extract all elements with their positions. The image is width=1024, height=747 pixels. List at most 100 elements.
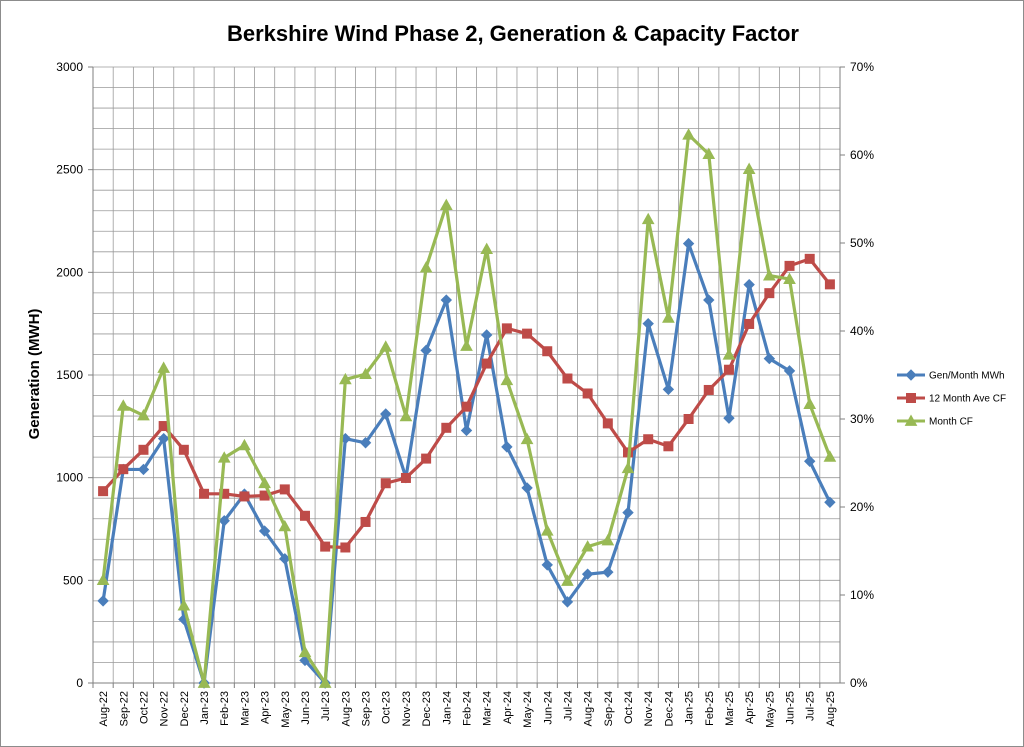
x-tick-label: Jul-24 xyxy=(562,691,574,721)
data-point xyxy=(522,328,533,339)
data-point xyxy=(783,272,796,284)
data-point xyxy=(622,506,634,519)
x-tick-label: Jun-23 xyxy=(300,691,312,725)
legend-label: Month CF xyxy=(929,417,973,428)
x-tick-label: Sep-24 xyxy=(603,691,615,726)
data-point xyxy=(340,542,351,553)
data-point xyxy=(743,278,755,291)
data-point xyxy=(521,482,533,494)
x-tick-label: Feb-25 xyxy=(704,691,716,726)
data-point xyxy=(116,399,130,411)
data-point xyxy=(601,533,615,546)
data-point xyxy=(703,294,715,306)
data-point xyxy=(581,540,594,552)
y-axis-ticks: 0 500 1000 1500 2000 2500 3000 xyxy=(56,60,93,690)
data-point xyxy=(824,496,836,509)
data-point xyxy=(421,453,432,464)
data-point xyxy=(339,372,352,385)
data-point xyxy=(419,261,433,273)
data-point xyxy=(520,432,534,445)
data-point xyxy=(541,559,553,571)
legend-item: 12 Month Ave CF xyxy=(897,393,1006,405)
data-point xyxy=(542,346,553,357)
x-tick-label: Aug-24 xyxy=(583,691,595,726)
y2-axis-ticks: 0% 10% 20% 30% 40% 50% 60% 70% xyxy=(840,60,874,690)
x-tick-label: Feb-23 xyxy=(219,691,231,726)
x-tick-label: Dec-23 xyxy=(421,691,433,726)
x-tick-label: May-23 xyxy=(280,691,292,728)
y-tick-label: 1000 xyxy=(56,471,83,485)
x-tick-label: Jan-23 xyxy=(199,691,211,725)
data-point xyxy=(157,432,170,445)
data-point xyxy=(460,424,473,437)
x-tick-label: Jun-24 xyxy=(542,691,554,725)
data-point xyxy=(722,348,736,360)
data-point xyxy=(906,393,916,403)
data-point xyxy=(702,147,716,160)
x-tick-label: Aug-23 xyxy=(340,691,352,726)
data-point xyxy=(420,344,432,357)
data-point xyxy=(763,352,776,365)
data-point xyxy=(217,451,231,463)
x-tick-label: Jun-25 xyxy=(785,691,797,725)
data-point xyxy=(380,408,392,420)
y-tick-label: 2000 xyxy=(56,265,83,279)
data-point xyxy=(703,384,714,395)
data-point xyxy=(764,288,775,299)
x-tick-label: Sep-22 xyxy=(118,691,130,726)
data-point xyxy=(501,441,513,453)
y-axis-label: Generation (MWH) xyxy=(26,309,43,440)
series-line xyxy=(101,241,832,685)
x-tick-label: Oct-23 xyxy=(381,691,393,724)
x-tick-label: Jul-25 xyxy=(805,691,817,721)
data-point xyxy=(380,478,391,489)
data-point xyxy=(97,595,109,607)
x-tick-label: Jan-25 xyxy=(684,691,696,725)
data-point xyxy=(602,566,614,578)
x-tick-label: Mar-23 xyxy=(239,691,251,726)
data-point xyxy=(823,450,837,462)
x-tick-label: Nov-22 xyxy=(159,691,171,726)
data-point xyxy=(177,599,191,611)
data-point xyxy=(744,318,755,329)
data-point xyxy=(460,339,473,351)
data-point xyxy=(318,676,332,688)
data-point xyxy=(320,541,331,552)
x-tick-label: May-25 xyxy=(764,691,776,728)
data-point xyxy=(643,434,654,445)
data-point xyxy=(137,408,150,421)
legend: Gen/Month MWh 12 Month Ave CF Month CF xyxy=(897,369,1006,428)
x-tick-label: Feb-24 xyxy=(462,691,474,726)
x-tick-label: Nov-23 xyxy=(401,691,413,726)
data-point xyxy=(641,212,655,225)
data-point xyxy=(218,515,230,527)
data-point xyxy=(278,519,292,532)
data-point xyxy=(501,323,512,334)
data-point xyxy=(561,596,574,608)
series-12-month-ave-cf xyxy=(98,253,835,553)
data-point xyxy=(683,414,694,424)
data-point xyxy=(137,463,150,476)
y-tick-label: 1500 xyxy=(56,368,83,382)
y2-tick-label: 30% xyxy=(850,412,874,426)
data-point xyxy=(238,438,251,451)
data-point xyxy=(581,568,594,580)
data-point xyxy=(642,317,654,330)
y2-tick-label: 60% xyxy=(850,148,874,162)
y-tick-label: 2500 xyxy=(56,163,83,177)
data-point xyxy=(480,242,494,255)
data-point xyxy=(662,383,675,396)
data-point xyxy=(96,573,110,585)
data-point xyxy=(299,510,310,521)
data-point xyxy=(440,294,453,306)
data-point xyxy=(359,367,372,380)
grid xyxy=(92,66,841,684)
data-point xyxy=(461,401,472,412)
x-tick-label: Apr-23 xyxy=(260,691,272,724)
legend-label: Gen/Month MWh xyxy=(929,371,1005,382)
data-point xyxy=(803,397,817,409)
data-point xyxy=(439,198,453,211)
data-point xyxy=(360,516,371,527)
